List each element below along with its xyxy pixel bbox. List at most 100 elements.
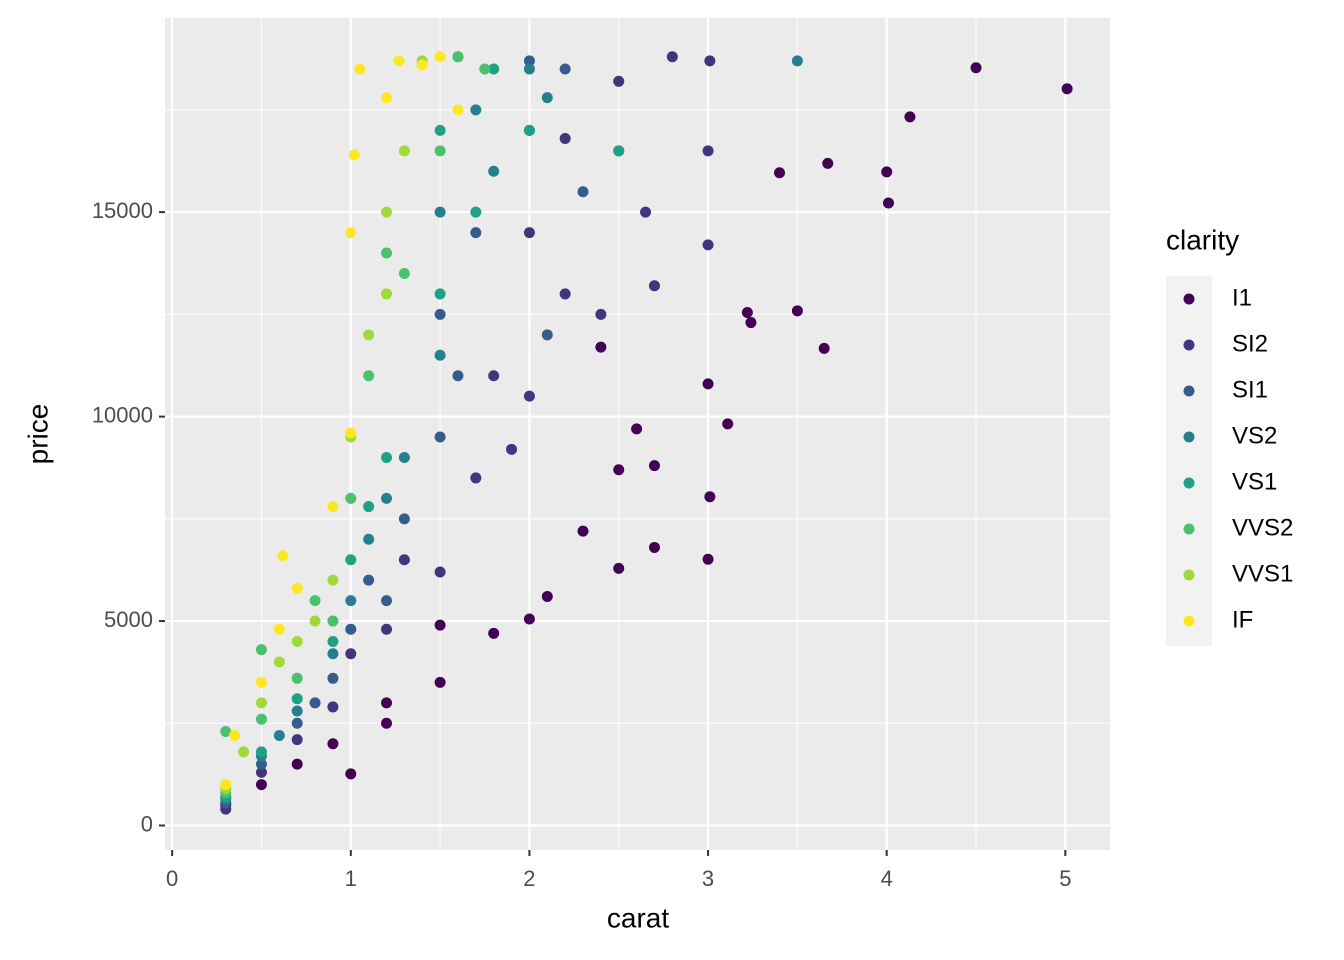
point [904,111,916,123]
point [381,492,393,504]
point [470,104,482,116]
point [452,370,464,382]
point [381,206,393,218]
point [381,717,393,729]
point [577,186,589,198]
point [613,562,625,574]
legend-key [1183,293,1195,305]
point [363,574,375,586]
point [398,451,410,463]
point [434,124,446,136]
point [229,730,241,742]
point [363,329,375,341]
point [470,472,482,484]
point [559,63,571,75]
point [523,390,535,402]
point [970,62,982,74]
point [648,541,660,553]
legend-key [1183,523,1195,535]
point [363,501,375,513]
point [398,513,410,525]
point [345,227,357,239]
point [327,672,339,684]
point [255,697,267,709]
point [822,157,834,169]
point [273,730,285,742]
point [327,648,339,660]
point [559,133,571,145]
legend-label: IF [1232,606,1253,633]
point [882,197,894,209]
point [381,451,393,463]
point [541,329,553,341]
point [488,165,500,177]
point [348,149,360,161]
point [595,341,607,353]
point [488,63,500,75]
legend-keys [1166,276,1212,646]
x-tick-label: 2 [523,866,535,891]
legend-label: VVS1 [1232,560,1293,587]
point [327,574,339,586]
y-tick-label: 10000 [92,402,153,427]
point [791,305,803,317]
point [291,672,303,684]
point [613,75,625,87]
point [291,582,303,594]
point [393,55,405,67]
point [255,746,267,758]
point [381,247,393,259]
point [479,63,491,75]
point [273,623,285,635]
point [523,63,535,75]
legend-label: SI1 [1232,376,1268,403]
point [523,55,535,67]
legend-label: VS1 [1232,468,1277,495]
x-tick-label: 1 [345,866,357,891]
point [327,635,339,647]
point [631,423,643,435]
point [434,619,446,631]
point [702,145,714,157]
point [434,51,446,63]
point [745,317,757,329]
point [1061,83,1073,95]
point [255,779,267,791]
point [434,308,446,320]
legend-key [1183,615,1195,627]
point [704,55,716,67]
point [220,725,232,737]
point [345,648,357,660]
point [255,676,267,688]
y-tick-label: 5000 [104,607,153,632]
point [398,554,410,566]
point [666,51,678,63]
point [363,370,375,382]
point [595,308,607,320]
point [541,591,553,603]
point [255,713,267,725]
point [523,227,535,239]
point [381,92,393,104]
point [345,768,357,780]
legend-label: VS2 [1232,422,1277,449]
point [327,615,339,627]
point [488,370,500,382]
legend-key [1183,339,1195,351]
point [523,124,535,136]
point [470,227,482,239]
point [291,635,303,647]
point [640,206,652,218]
point [327,738,339,750]
point [255,644,267,656]
point [774,167,786,179]
point [488,627,500,639]
point [452,51,464,63]
point [452,104,464,116]
point [416,59,428,71]
point [506,443,518,455]
point [398,267,410,279]
point [309,697,321,709]
point [741,307,753,319]
point [327,501,339,513]
